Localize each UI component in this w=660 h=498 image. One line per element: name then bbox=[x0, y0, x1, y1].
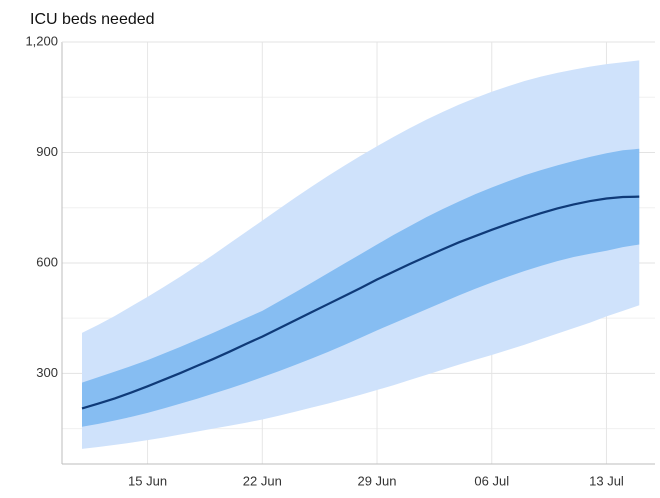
y-tick-label: 600 bbox=[36, 254, 58, 269]
x-tick-label: 06 Jul bbox=[474, 473, 509, 488]
y-tick-label: 300 bbox=[36, 365, 58, 380]
x-tick-label: 13 Jul bbox=[589, 473, 624, 488]
x-tick-label: 22 Jun bbox=[243, 473, 282, 488]
line bbox=[81, 195, 640, 410]
x-tick-label: 29 Jun bbox=[357, 473, 396, 488]
chart-title: ICU beds needed bbox=[30, 11, 155, 28]
y-tick-label: 1,200 bbox=[25, 33, 58, 48]
x-tick-label: 15 Jun bbox=[128, 473, 167, 488]
y-tick-label: 900 bbox=[36, 144, 58, 159]
